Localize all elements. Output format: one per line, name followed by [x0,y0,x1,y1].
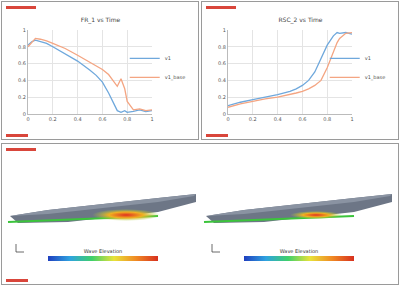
svg-text:FR_1 vs Time: FR_1 vs Time [81,16,121,24]
svg-text:0.6: 0.6 [218,60,226,66]
svg-text:0.6: 0.6 [98,116,106,122]
svg-text:0.8: 0.8 [18,44,26,50]
svg-text:v1: v1 [165,55,171,61]
svg-text:0: 0 [223,111,226,117]
svg-text:0.4: 0.4 [274,116,282,122]
svg-text:0.4: 0.4 [74,116,82,122]
svg-text:1: 1 [23,27,26,33]
svg-text:0.2: 0.2 [18,94,26,100]
svg-text:0.6: 0.6 [298,116,306,122]
svg-text:v1_base: v1_base [165,74,186,81]
svg-text:0.8: 0.8 [323,116,331,122]
svg-text:1: 1 [150,116,153,122]
svg-text:Wave Elevation: Wave Elevation [84,248,123,254]
svg-text:v1_base: v1_base [365,74,386,81]
svg-text:1: 1 [223,27,226,33]
svg-text:0.8: 0.8 [218,44,226,50]
svg-text:0.4: 0.4 [218,77,226,83]
svg-text:Wave Elevation: Wave Elevation [280,248,319,254]
svg-text:v1: v1 [365,55,371,61]
svg-text:0: 0 [26,116,29,122]
svg-text:0.2: 0.2 [49,116,57,122]
svg-text:0.6: 0.6 [18,60,26,66]
svg-text:0: 0 [226,116,229,122]
svg-text:0.8: 0.8 [123,116,131,122]
svg-text:0: 0 [23,111,26,117]
svg-text:RSC_2 vs Time: RSC_2 vs Time [278,16,322,24]
svg-text:1: 1 [350,116,353,122]
svg-text:0.2: 0.2 [218,94,226,100]
svg-text:0.2: 0.2 [249,116,257,122]
svg-text:0.4: 0.4 [18,77,26,83]
